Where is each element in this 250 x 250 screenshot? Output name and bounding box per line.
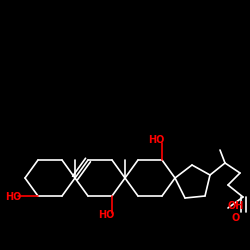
Text: HO: HO (98, 210, 114, 220)
Text: OH: OH (228, 201, 244, 211)
Text: HO: HO (5, 192, 21, 202)
Text: O: O (231, 213, 239, 223)
Text: HO: HO (148, 135, 164, 145)
